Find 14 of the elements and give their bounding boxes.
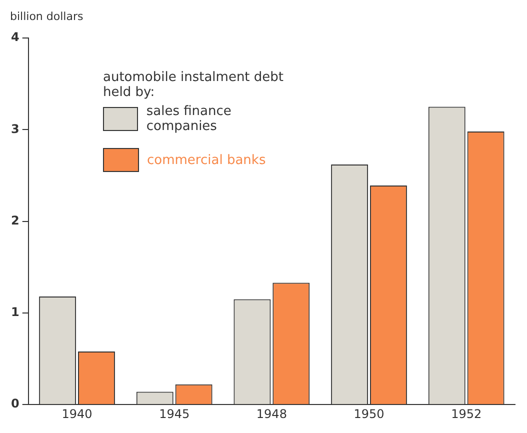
legend-label: commercial banks <box>147 152 266 168</box>
y-tick-label: 1 <box>10 305 20 320</box>
y-tick-label: 2 <box>10 213 20 228</box>
y-tick-label: 4 <box>10 30 20 44</box>
y-tick-label: 0 <box>10 396 20 411</box>
legend-title: automobile instalment debt held by: <box>103 70 285 100</box>
x-tick-label: 1945 <box>159 406 190 421</box>
x-tick-label: 1950 <box>354 406 384 421</box>
legend-label: sales finance companies <box>146 104 232 134</box>
y-tick-label: 3 <box>10 122 20 136</box>
x-tick-label: 1940 <box>62 406 92 421</box>
y-axis-title: billion dollars <box>10 10 84 23</box>
x-tick-label: 1952 <box>451 406 482 421</box>
x-tick-label: 1948 <box>256 406 287 421</box>
